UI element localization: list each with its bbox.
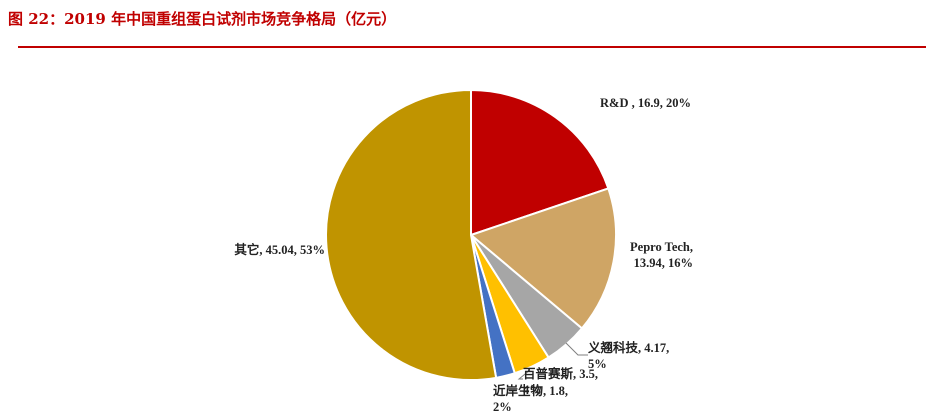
slice-label-4: 百普赛斯, 3.5, 4%	[523, 366, 598, 397]
pie-slice-2	[470, 187, 617, 330]
slice-label-3: 义翘科技, 4.17, 5%	[587, 340, 669, 371]
title-divider	[18, 46, 926, 48]
slice-label-5: 近岸生物, 1.8, 2%	[493, 383, 568, 414]
slice-label-1: R&D , 16.9, 20%	[600, 96, 691, 110]
leader-line-4	[517, 369, 531, 380]
slice-label-2: Pepro Tech, 13.94, 16%	[630, 240, 693, 270]
pie-slice-1	[470, 89, 610, 236]
pie-slice-6	[325, 89, 498, 381]
slice-label-6: 其它, 45.04, 53%	[234, 242, 325, 257]
chart-title: 图 22：2019 年中国重组蛋白试剂市场竞争格局（亿元）	[8, 10, 397, 28]
leader-line-3	[565, 342, 588, 356]
